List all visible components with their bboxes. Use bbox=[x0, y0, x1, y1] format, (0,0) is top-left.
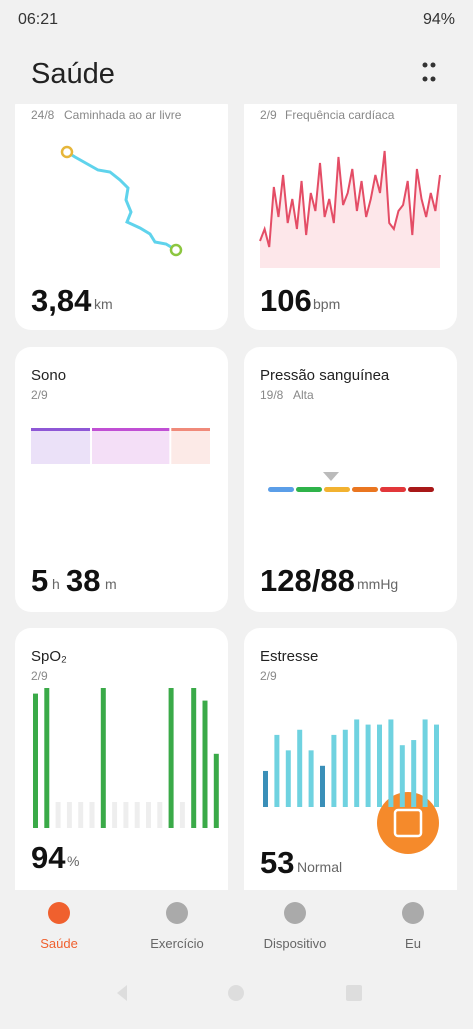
spo2-value: 94 bbox=[31, 840, 66, 875]
stress-bar bbox=[297, 729, 303, 807]
route-end bbox=[169, 243, 183, 257]
stress-bar bbox=[422, 719, 428, 807]
menu-dot[interactable] bbox=[422, 62, 428, 68]
spo2-bar bbox=[191, 688, 197, 828]
stress-bar bbox=[434, 724, 439, 807]
heart-line bbox=[259, 150, 441, 248]
sleep-hours: 5 bbox=[31, 563, 48, 598]
stress-bar bbox=[377, 724, 382, 807]
sleep-h: h bbox=[52, 576, 60, 592]
bp-scale bbox=[268, 472, 434, 492]
heart-area bbox=[260, 151, 440, 268]
walk-date: 24/8 bbox=[31, 108, 55, 122]
walk-value: 3,84 bbox=[31, 283, 92, 318]
stress-bar bbox=[411, 740, 417, 807]
spo2-bar bbox=[44, 688, 50, 828]
spo2-empty bbox=[146, 802, 151, 828]
pressure-title: Pressão sanguínea bbox=[260, 367, 390, 384]
sleep-segment-top bbox=[92, 428, 170, 431]
sys-home[interactable] bbox=[228, 985, 244, 1001]
menu-dot[interactable] bbox=[422, 76, 428, 82]
spo2-empty bbox=[179, 802, 185, 828]
sleep-m: m bbox=[105, 576, 117, 592]
pressure-unit: mmHg bbox=[357, 576, 398, 592]
spo2-empty bbox=[123, 802, 129, 828]
sleep-minutes: 38 bbox=[66, 563, 100, 598]
nav-icon[interactable] bbox=[48, 902, 70, 924]
nav-label[interactable]: Eu bbox=[405, 936, 421, 951]
heart-date: 2/9 bbox=[260, 108, 277, 122]
sleep-card[interactable] bbox=[15, 347, 228, 612]
stress-bar bbox=[263, 770, 268, 807]
sleep-segment-top bbox=[31, 428, 91, 431]
sleep-segment bbox=[31, 428, 91, 464]
spo2-bar bbox=[100, 688, 106, 828]
sleep-title: Sono bbox=[31, 367, 66, 384]
stress-value: 53 bbox=[260, 845, 294, 880]
stress-bar bbox=[308, 750, 314, 807]
menu-dot[interactable] bbox=[430, 62, 436, 68]
status-time: 06:21 bbox=[18, 11, 58, 28]
fab-icon bbox=[393, 808, 423, 838]
route-start bbox=[60, 145, 74, 159]
spo2-empty bbox=[157, 802, 163, 828]
walk-unit: km bbox=[94, 296, 113, 312]
nav-icon[interactable] bbox=[402, 902, 424, 924]
status-battery: 94% bbox=[423, 11, 455, 28]
fab[interactable] bbox=[377, 792, 439, 854]
pressure-card[interactable] bbox=[244, 347, 457, 612]
nav-label[interactable]: Saúde bbox=[40, 936, 78, 951]
stress-bar bbox=[331, 734, 337, 807]
spo2-empty bbox=[78, 802, 84, 828]
nav-bg bbox=[0, 890, 473, 1024]
stress-unit: Normal bbox=[297, 859, 342, 875]
spo2-card[interactable] bbox=[15, 628, 228, 918]
sleep-segment bbox=[92, 428, 170, 464]
header-bg bbox=[0, 0, 473, 104]
nav-label[interactable]: Dispositivo bbox=[264, 936, 327, 951]
stress-title: Estresse bbox=[260, 648, 318, 665]
spo2-unit: % bbox=[67, 853, 79, 869]
nav-icon[interactable] bbox=[166, 902, 188, 924]
heart-unit: bpm bbox=[313, 296, 340, 312]
pressure-subtitle: Alta bbox=[293, 388, 314, 402]
spo2-empty bbox=[112, 802, 118, 828]
heart-value: 106 bbox=[260, 283, 312, 318]
page-title: Saúde bbox=[31, 58, 115, 90]
stress-bar bbox=[354, 719, 360, 807]
spo2-empty bbox=[55, 802, 61, 828]
menu-dot[interactable] bbox=[430, 76, 436, 82]
spo2-empty bbox=[89, 802, 95, 828]
pressure-date: 19/8 bbox=[260, 388, 284, 402]
spo2-bar bbox=[213, 753, 219, 828]
spo2-empty bbox=[66, 802, 72, 828]
sleep-segment-top bbox=[171, 428, 210, 431]
stress-date: 2/9 bbox=[260, 669, 277, 683]
stress-bar bbox=[365, 724, 371, 807]
stress-bar bbox=[399, 745, 405, 807]
stress-bar bbox=[320, 765, 325, 807]
nav-label[interactable]: Exercício bbox=[150, 936, 203, 951]
stress-bar bbox=[342, 729, 348, 807]
spo2-title: SpO₂ bbox=[31, 648, 67, 665]
stress-bar bbox=[388, 719, 394, 807]
sleep-segment bbox=[171, 428, 210, 464]
spo2-bar bbox=[202, 700, 208, 828]
spo2-bar bbox=[33, 693, 38, 828]
sleep-date: 2/9 bbox=[31, 388, 48, 402]
walk-subtitle: Caminhada ao ar livre bbox=[64, 108, 182, 122]
stress-bar bbox=[285, 750, 291, 807]
stress-bar bbox=[274, 734, 280, 807]
route bbox=[66, 150, 177, 252]
sys-recent[interactable] bbox=[346, 985, 362, 1001]
spo2-empty bbox=[134, 802, 140, 828]
spo2-date: 2/9 bbox=[31, 669, 48, 683]
sys-back[interactable] bbox=[117, 985, 127, 1001]
pressure-value: 128/88 bbox=[260, 563, 355, 598]
spo2-bar bbox=[168, 688, 174, 828]
nav-icon[interactable] bbox=[284, 902, 306, 924]
heart-subtitle: Frequência cardíaca bbox=[285, 108, 395, 122]
